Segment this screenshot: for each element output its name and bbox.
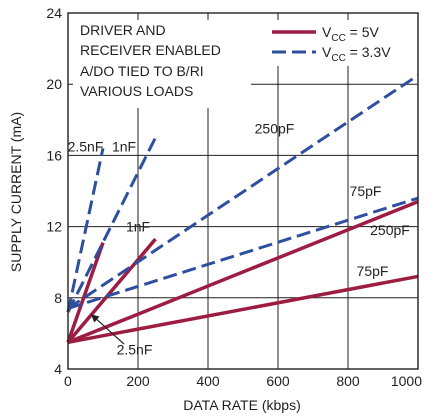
y-tick-label: 4 <box>54 361 62 377</box>
legend-label-5v: VCC = 5V <box>322 24 380 44</box>
series-label: 2.5nF <box>68 139 104 155</box>
annotation-line-1: DRIVER AND <box>80 22 166 38</box>
x-tick-label: 800 <box>336 373 360 389</box>
series-line-3v3-250pf <box>67 74 419 310</box>
series-line-3v3-1nf <box>66 136 157 313</box>
series-label: 75pF <box>350 183 382 199</box>
x-axis-title: DATA RATE (kbps) <box>183 397 300 413</box>
annotation-line-2: RECEIVER ENABLED <box>80 42 221 58</box>
plot-frame <box>67 12 419 370</box>
series-label: 75pF <box>357 263 389 279</box>
annotation-block: DRIVER AND RECEIVER ENABLED A/DO TIED TO… <box>73 20 251 108</box>
series-label: 1nF <box>112 139 136 155</box>
x-tick-label: 200 <box>126 373 150 389</box>
series-line-3v3-75pf <box>67 196 419 310</box>
series-line-5v-1nf <box>66 237 157 344</box>
arrow-2p5nf-5v <box>91 314 125 345</box>
series-line-3v3-2p5nf <box>66 147 105 313</box>
x-tick-label: 0 <box>64 373 72 389</box>
series-label: 250pF <box>255 121 295 137</box>
series-line-5v-2p5nf <box>66 242 105 343</box>
y-tick-label: 12 <box>46 219 62 235</box>
series-label: 1nF <box>126 219 150 235</box>
plot-lines <box>66 74 419 345</box>
x-tick-label: 1000 <box>391 373 422 389</box>
axis-ticks: 0 200 400 600 800 1000 4 8 12 16 20 24 <box>46 5 422 389</box>
y-tick-label: 16 <box>46 147 62 163</box>
legend-label-3v3: VCC = 3.3V <box>322 44 391 64</box>
series-label: 2.5nF <box>117 341 153 357</box>
y-tick-label: 20 <box>46 76 62 92</box>
y-axis-title: SUPPLY CURRENT (mA) <box>8 112 24 272</box>
x-tick-label: 400 <box>196 373 220 389</box>
x-tick-label: 600 <box>266 373 290 389</box>
y-tick-label: 8 <box>54 290 62 306</box>
series-labels: 2.5nF 1nF 250pF 1nF 75pF 250pF 75pF 2.5nF <box>68 121 410 358</box>
y-tick-label: 24 <box>46 5 62 21</box>
annotation-background <box>73 20 251 108</box>
annotation-line-3: A/DO TIED TO B/RI <box>80 63 204 79</box>
series-line-5v-250pf <box>67 200 419 344</box>
legend: VCC = 5V VCC = 3.3V <box>270 20 416 66</box>
series-label: 250pF <box>370 222 410 238</box>
annotation-line-4: VARIOUS LOADS <box>80 83 193 99</box>
series-line-5v-75pf <box>67 274 419 345</box>
legend-background <box>270 20 416 66</box>
